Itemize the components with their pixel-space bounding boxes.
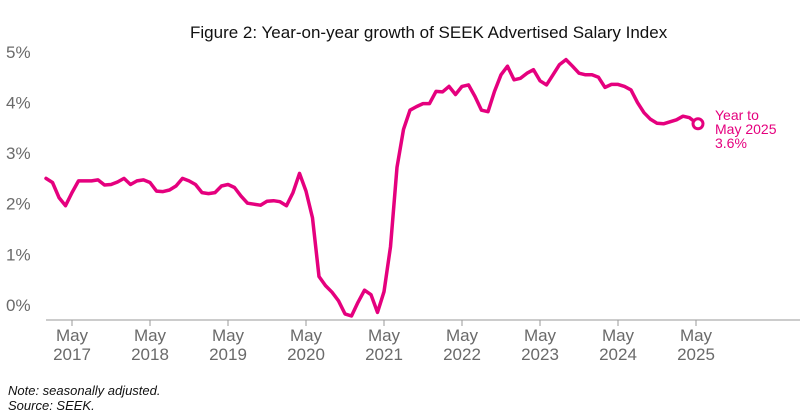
chart-notes: Note: seasonally adjusted. Source: SEEK. bbox=[8, 383, 160, 413]
note-text: Note: seasonally adjusted. bbox=[8, 383, 161, 398]
x-tick-label-year: 2018 bbox=[131, 345, 169, 364]
x-tick-label-month: May bbox=[524, 326, 557, 345]
x-tick-label-year: 2021 bbox=[365, 345, 403, 364]
x-tick-label-month: May bbox=[290, 326, 323, 345]
y-tick-label: 1% bbox=[6, 245, 31, 264]
x-axis: May2017May2018May2019May2020May2021May20… bbox=[53, 320, 715, 364]
chart-title: Figure 2: Year-on-year growth of SEEK Ad… bbox=[190, 23, 668, 42]
y-tick-label: 5% bbox=[6, 43, 31, 62]
y-axis: 0% 1% 2% 3% 4% 5% bbox=[6, 43, 31, 315]
y-tick-label: 3% bbox=[6, 144, 31, 163]
series-line bbox=[44, 57, 698, 318]
y-tick-label: 4% bbox=[6, 94, 31, 113]
x-tick-label-month: May bbox=[134, 326, 167, 345]
x-tick-label-year: 2022 bbox=[443, 345, 481, 364]
y-tick-label: 0% bbox=[6, 296, 31, 315]
annotation-line: May 2025 bbox=[715, 121, 777, 137]
x-tick-label-month: May bbox=[368, 326, 401, 345]
x-tick-label-year: 2025 bbox=[677, 345, 715, 364]
source-text: Source: SEEK. bbox=[8, 398, 95, 413]
x-tick-label-month: May bbox=[602, 326, 635, 345]
latest-point-marker bbox=[691, 117, 705, 131]
x-tick-label-month: May bbox=[446, 326, 479, 345]
x-tick-label-year: 2024 bbox=[599, 345, 637, 364]
x-tick-label-year: 2019 bbox=[209, 345, 247, 364]
x-tick-label-month: May bbox=[56, 326, 89, 345]
annotation-line: Year to bbox=[715, 107, 759, 123]
x-tick-label-month: May bbox=[212, 326, 245, 345]
x-tick-label-month: May bbox=[680, 326, 713, 345]
annotation-line: 3.6% bbox=[715, 135, 747, 151]
x-tick-label-year: 2020 bbox=[287, 345, 325, 364]
x-tick-label-year: 2017 bbox=[53, 345, 91, 364]
x-tick-label-year: 2023 bbox=[521, 345, 559, 364]
y-tick-label: 2% bbox=[6, 195, 31, 214]
